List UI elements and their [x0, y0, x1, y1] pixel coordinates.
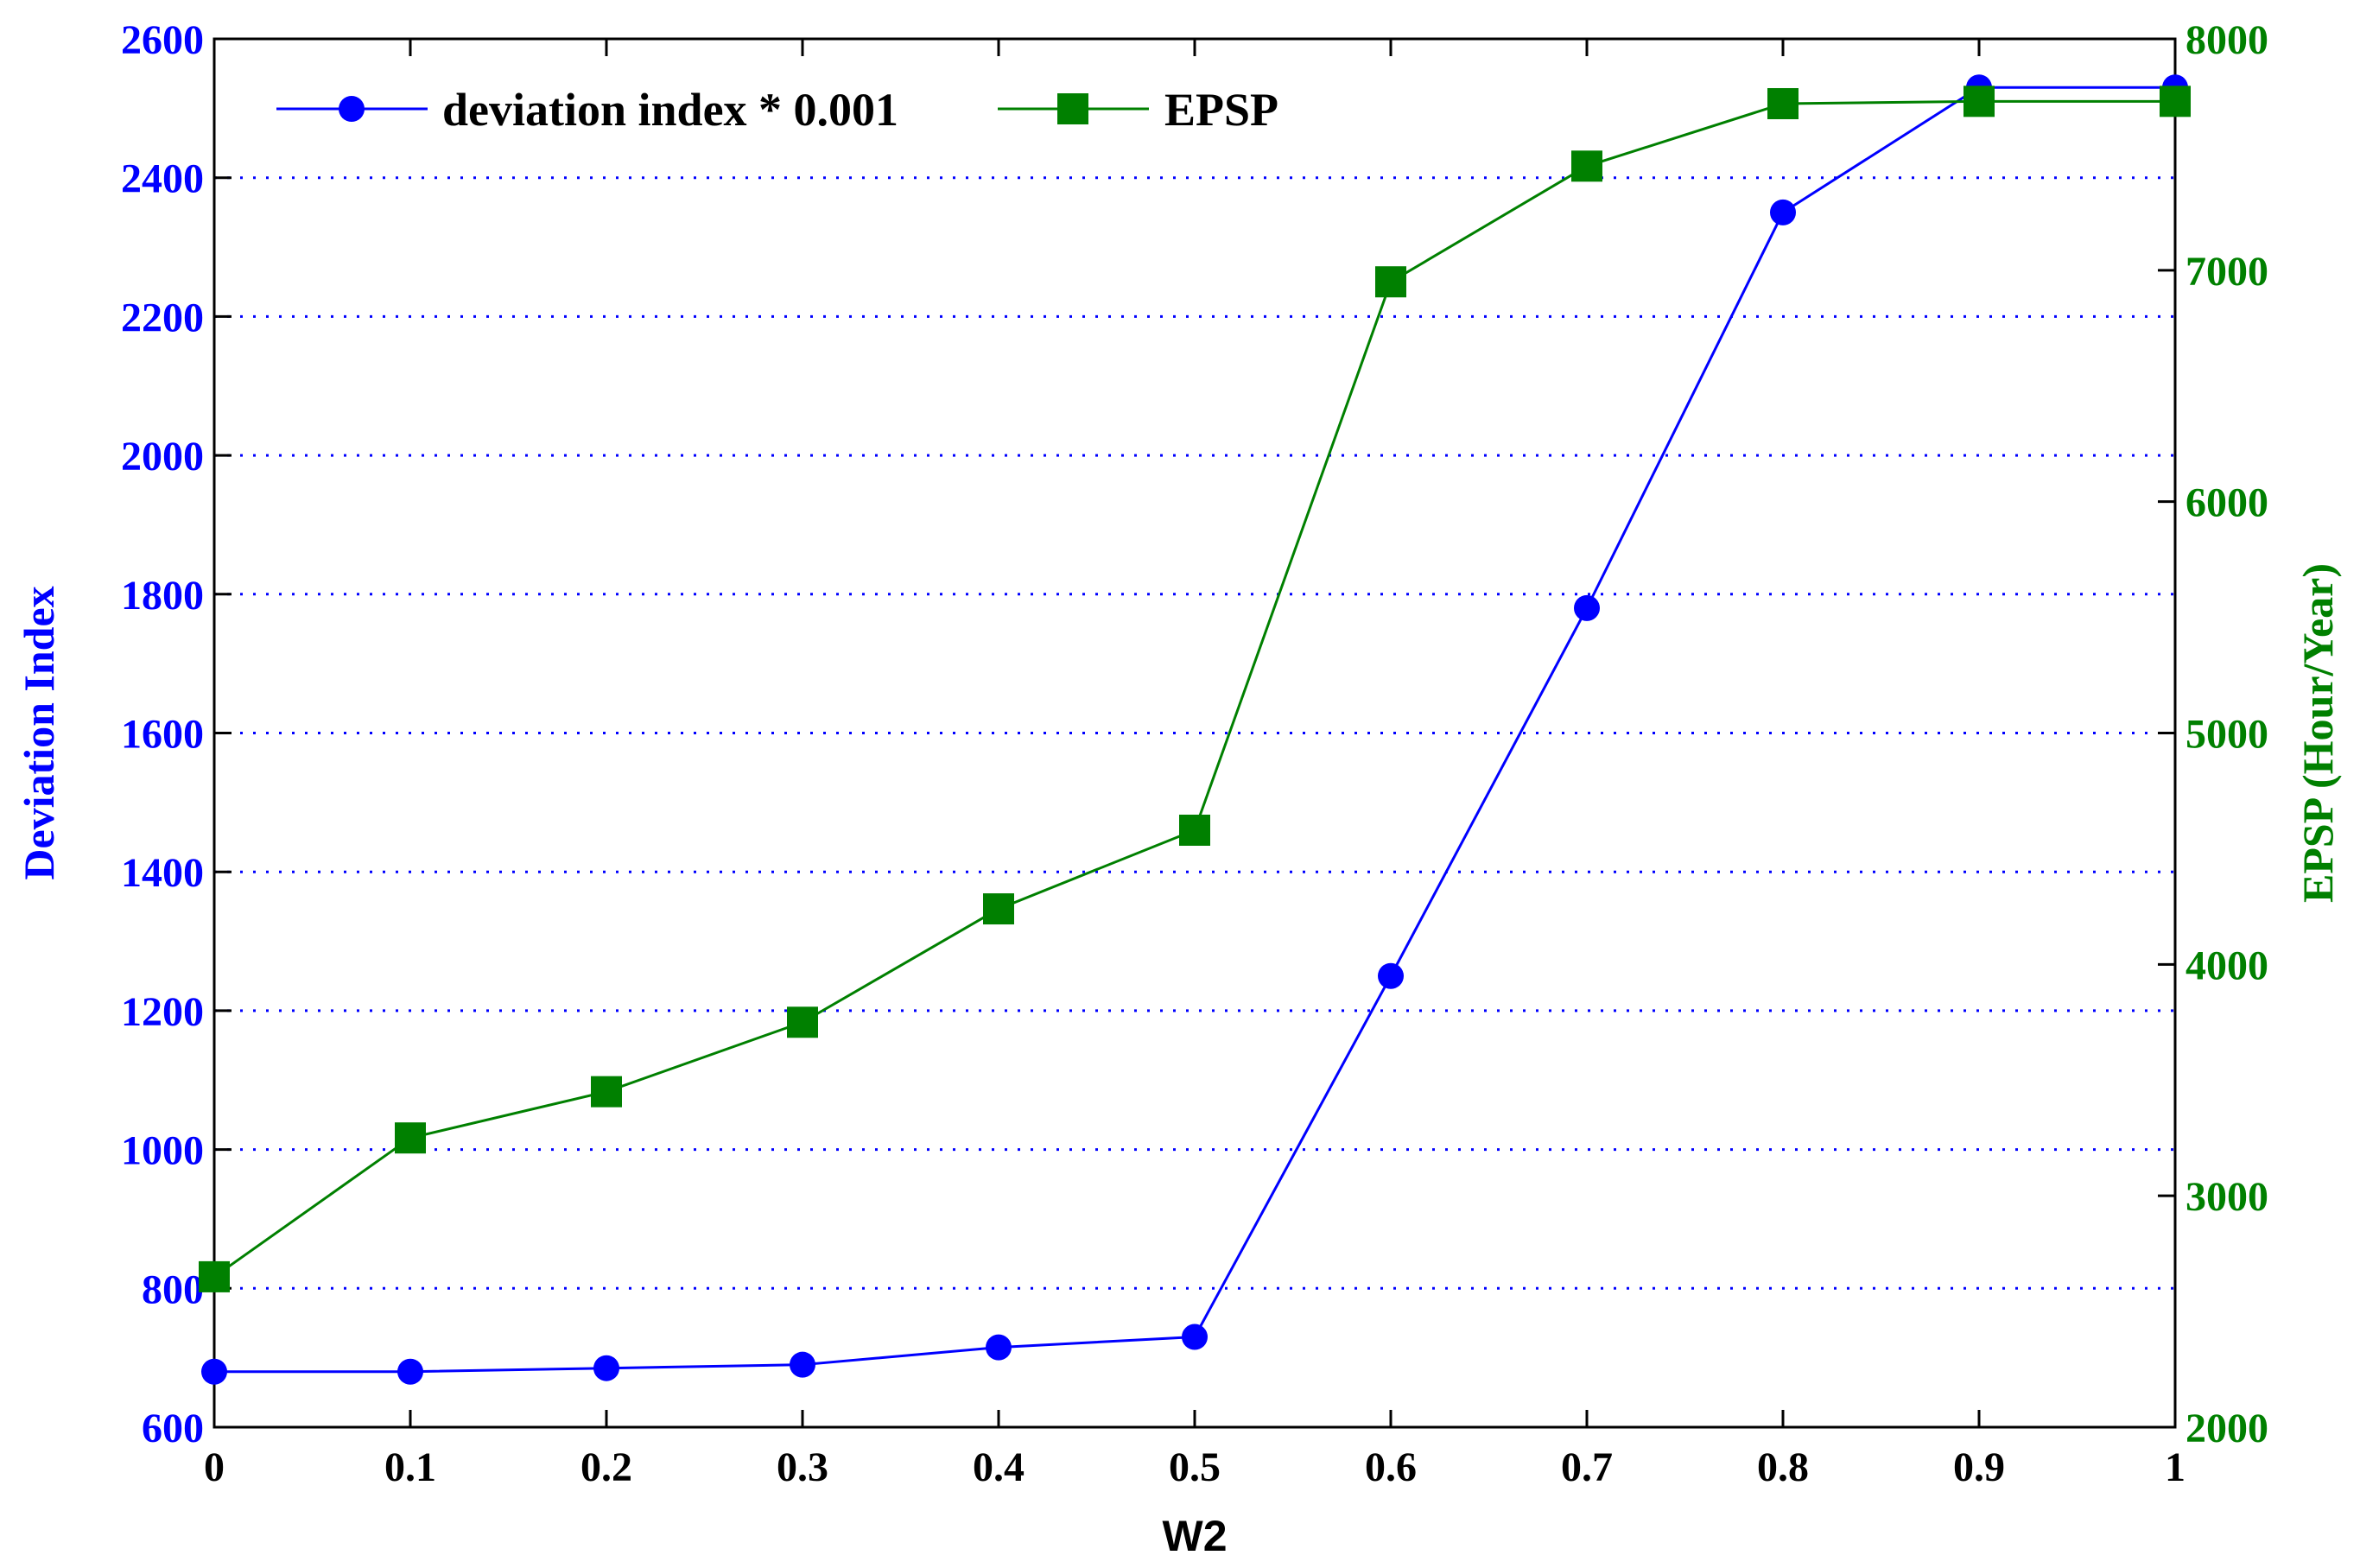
legend-marker-deviation-index — [339, 96, 365, 122]
data-point-deviation-index — [1378, 962, 1404, 989]
legend: deviation index * 0.001 EPSP — [276, 84, 1278, 136]
legend-marker-epsp — [1057, 93, 1088, 124]
x-tick-label: 0.2 — [580, 1444, 632, 1490]
left-y-axis-label: Deviation Index — [15, 586, 63, 879]
right-tick-label: 4000 — [2186, 943, 2268, 988]
series-layer — [199, 74, 2191, 1385]
x-tick-label: 0.6 — [1365, 1444, 1417, 1490]
data-point-epsp — [395, 1122, 426, 1154]
data-point-deviation-index — [593, 1355, 619, 1381]
x-tick-label: 0.5 — [1169, 1444, 1221, 1490]
data-point-epsp — [1179, 814, 1210, 846]
data-point-deviation-index — [1574, 594, 1600, 621]
right-tick-label: 5000 — [2186, 712, 2268, 758]
legend-label-deviation-index: deviation index * 0.001 — [442, 84, 898, 136]
data-point-epsp — [1963, 86, 1995, 117]
left-tick-label: 1600 — [121, 712, 204, 758]
data-point-epsp — [787, 1006, 818, 1038]
data-point-epsp — [983, 893, 1014, 925]
x-tick-label: 1 — [2165, 1444, 2186, 1490]
grid-lines — [214, 176, 2175, 1290]
left-tick-label: 2200 — [121, 295, 204, 340]
x-axis-ticks: 0 0.1 0.2 0.3 0.4 0.5 0.6 0.7 0.8 0.9 1 — [204, 39, 2186, 1490]
right-tick-label: 3000 — [2186, 1174, 2268, 1220]
right-y-axis-label: EPSP (Hour/Year) — [2293, 563, 2342, 903]
data-point-epsp — [591, 1076, 622, 1108]
data-point-deviation-index — [1182, 1324, 1208, 1350]
x-tick-label: 0 — [204, 1444, 225, 1490]
data-point-deviation-index — [397, 1358, 423, 1385]
left-tick-label: 2400 — [121, 156, 204, 202]
data-point-epsp — [1767, 87, 1799, 119]
right-tick-label: 8000 — [2186, 17, 2268, 63]
series-deviation-index — [201, 74, 2188, 1385]
x-axis-label: W2 — [1163, 1512, 1228, 1560]
right-y-axis-ticks: 2000 3000 4000 5000 6000 7000 8000 — [2158, 17, 2268, 1451]
left-tick-label: 1200 — [121, 989, 204, 1035]
x-tick-label: 0.7 — [1561, 1444, 1613, 1490]
left-tick-label: 800 — [142, 1266, 204, 1312]
series-epsp — [199, 86, 2191, 1292]
data-point-epsp — [1375, 266, 1406, 298]
legend-label-epsp: EPSP — [1164, 84, 1278, 136]
right-tick-label: 7000 — [2186, 249, 2268, 295]
x-tick-label: 0.4 — [973, 1444, 1025, 1490]
x-tick-label: 0.8 — [1757, 1444, 1809, 1490]
left-tick-label: 2600 — [121, 17, 204, 63]
left-tick-label: 1000 — [121, 1128, 204, 1174]
x-tick-label: 0.9 — [1953, 1444, 2005, 1490]
left-tick-label: 2000 — [121, 434, 204, 479]
left-tick-label: 1800 — [121, 573, 204, 619]
line-deviation-index — [214, 86, 2175, 1374]
data-point-epsp — [199, 1260, 230, 1292]
data-point-epsp — [1571, 150, 1602, 182]
line-epsp — [213, 99, 2175, 1279]
x-tick-label: 0.1 — [384, 1444, 436, 1490]
x-tick-label: 0.3 — [777, 1444, 828, 1490]
right-tick-label: 6000 — [2186, 480, 2268, 526]
data-point-epsp — [2160, 86, 2191, 117]
left-tick-label: 600 — [142, 1406, 204, 1451]
data-point-deviation-index — [986, 1334, 1012, 1361]
left-tick-label: 1400 — [121, 850, 204, 896]
data-point-deviation-index — [1770, 199, 1796, 225]
plot-area-frame — [213, 37, 2177, 1429]
data-point-deviation-index — [201, 1358, 227, 1385]
right-tick-label: 2000 — [2186, 1406, 2268, 1451]
left-y-axis-ticks: 600 800 1000 1200 1400 1600 1800 2000 2200 2400 26… — [121, 17, 232, 1451]
data-point-deviation-index — [790, 1351, 815, 1378]
